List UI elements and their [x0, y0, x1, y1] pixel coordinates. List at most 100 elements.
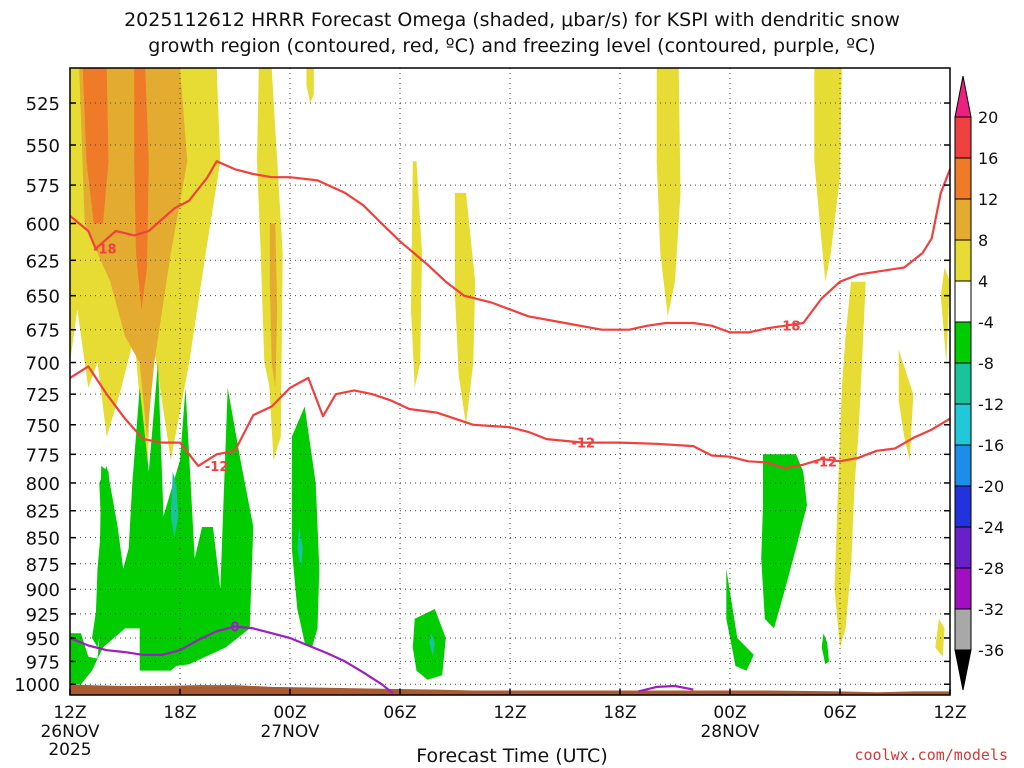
colorbar-bin-8 [954, 444, 972, 487]
y-tick-label-725: 725 [26, 385, 60, 406]
colorbar-label-6: -8 [978, 354, 994, 373]
y-tick-label-750: 750 [26, 416, 60, 437]
colorbar-label-8: -16 [978, 436, 1004, 455]
contour-dgz-upper [70, 160, 950, 334]
y-tick-label-550: 550 [26, 136, 60, 157]
colorbar-bin-5 [954, 321, 972, 364]
y-tick-label-825: 825 [26, 502, 60, 523]
omega-region-10 [656, 68, 681, 317]
omega-region-18 [291, 406, 320, 648]
colorbar-bin-0 [954, 116, 972, 159]
colorbar-bin-7 [954, 403, 972, 446]
contour-label-5: 0 [230, 621, 239, 636]
credit-text[interactable]: coolwx.com/models [854, 746, 1008, 764]
y-tick-label-925: 925 [26, 605, 60, 626]
omega-region-3 [134, 68, 149, 310]
contour-freezing-level-2 [638, 684, 694, 693]
x-tick-label-6: 18Z [163, 703, 196, 723]
colorbar-label-3: 8 [978, 231, 988, 250]
colorbar-bin-10 [954, 526, 972, 569]
y-tick-label-800: 800 [26, 474, 60, 495]
omega-region-24 [297, 527, 303, 569]
colorbar-label-13: -36 [978, 641, 1004, 660]
contours [70, 160, 950, 695]
x-tick-label-36: 00Z [713, 703, 746, 723]
colorbar-label-11: -28 [978, 559, 1004, 578]
omega-region-23 [170, 471, 179, 538]
x-tick-label-12: 00Z [273, 703, 306, 723]
x-tick-label-42: 06Z [823, 703, 856, 723]
gridlines [70, 68, 950, 695]
contour-label-1: -18 [777, 320, 801, 335]
omega-region-11 [814, 68, 842, 282]
x-tick-date-0: 26NOV [40, 722, 99, 742]
omega-region-25 [429, 633, 435, 657]
y-tick-label-1000: 1000 [14, 675, 60, 696]
x-tick-label-18: 06Z [383, 703, 416, 723]
contour-label-2: -12 [205, 460, 229, 475]
y-tick-label-625: 625 [26, 251, 60, 272]
colorbar-label-0: 20 [978, 108, 998, 127]
contour-label-0: -18 [93, 243, 117, 258]
colorbar-label-5: -4 [978, 313, 994, 332]
omega-region-8 [411, 161, 422, 388]
colorbar-bin-3 [954, 239, 972, 282]
colorbar-label-1: 16 [978, 149, 998, 168]
colorbar-bin-2 [954, 198, 972, 241]
colorbar-bin-9 [954, 485, 972, 528]
y-tick-label-700: 700 [26, 354, 60, 375]
omega-region-20 [726, 568, 754, 671]
colorbar-label-10: -24 [978, 518, 1004, 537]
y-tick-label-900: 900 [26, 580, 60, 601]
omega-shading [70, 68, 950, 685]
y-tick-label-950: 950 [26, 629, 60, 650]
contour-labels: -18 -18 -12 -12 -12 0 [93, 243, 838, 636]
omega-region-22 [821, 633, 829, 665]
contour-freezing-level [70, 625, 394, 695]
colorbar-label-7: -12 [978, 395, 1004, 414]
omega-region-15 [935, 618, 945, 657]
y-tick-label-525: 525 [26, 94, 60, 115]
y-tick-label-675: 675 [26, 321, 60, 342]
omega-region-2 [82, 68, 109, 224]
x-tick-date-12: 27NOV [260, 722, 319, 742]
colorbar-bin-11 [954, 567, 972, 610]
omega-region-17 [70, 362, 254, 685]
omega-region-13 [898, 349, 914, 461]
colorbar-label-4: 4 [978, 272, 988, 291]
colorbar-bin-1 [954, 157, 972, 200]
contour-label-4: -12 [814, 455, 838, 470]
contour-dgz-lower [70, 365, 950, 470]
y-axis: 525 550 575 600 625 650 675 700 725 750 775 800 825 8… [14, 94, 950, 696]
colorbar-bin-4 [954, 280, 972, 323]
x-tick-label-24: 12Z [493, 703, 526, 723]
colorbar-bottom-arrow [954, 649, 972, 691]
y-tick-label-600: 600 [26, 214, 60, 235]
x-tick-year-0: 2025 [48, 740, 91, 760]
contour-label-3: -12 [572, 437, 596, 452]
colorbar-top-arrow [954, 75, 972, 118]
omega-region-12 [834, 281, 866, 648]
colorbar-label-9: -20 [978, 477, 1004, 496]
y-tick-label-850: 850 [26, 529, 60, 550]
x-tick-label-48: 12Z [933, 703, 966, 723]
chart-title-line-1: 2025112612 HRRR Forecast Omega (shaded, … [124, 9, 900, 31]
colorbar: 20 16 12 8 4 -4 -8 -12 -16 -20 -24 -28 -32 -36 [954, 75, 1004, 691]
x-tick-date-36: 28NOV [700, 722, 759, 742]
x-tick-label-0: 12Z [53, 703, 86, 723]
y-tick-label-875: 875 [26, 555, 60, 576]
x-tick-label-30: 18Z [603, 703, 636, 723]
omega-region-6 [269, 223, 278, 388]
y-tick-label-650: 650 [26, 287, 60, 308]
colorbar-bin-12 [954, 608, 972, 651]
colorbar-label-2: 12 [978, 190, 998, 209]
colorbar-bin-6 [954, 362, 972, 405]
y-tick-label-575: 575 [26, 176, 60, 197]
y-tick-label-975: 975 [26, 652, 60, 673]
omega-region-14 [940, 267, 950, 363]
colorbar-label-12: -32 [978, 600, 1004, 619]
omega-region-9 [455, 192, 476, 425]
omega-region-19 [412, 609, 446, 680]
